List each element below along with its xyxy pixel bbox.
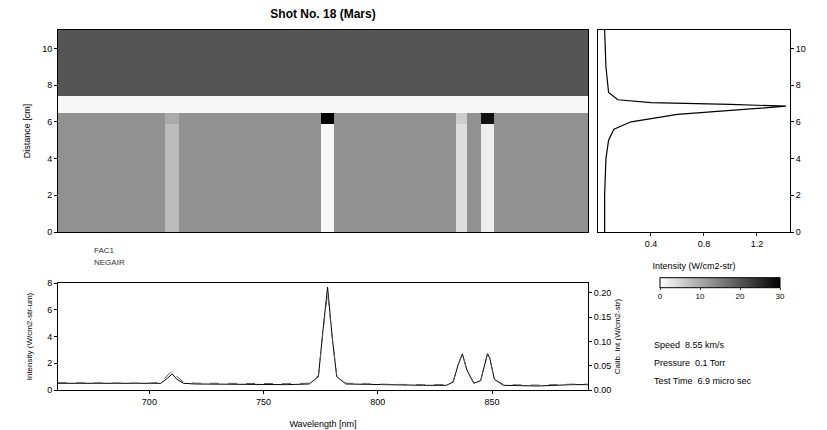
svg-text:8: 8 — [796, 80, 801, 90]
svg-text:0.10: 0.10 — [594, 337, 612, 347]
svg-text:0: 0 — [47, 385, 52, 395]
svg-text:850: 850 — [485, 397, 500, 407]
svg-text:750: 750 — [256, 397, 271, 407]
svg-text:10: 10 — [696, 292, 705, 301]
svg-text:10: 10 — [42, 44, 52, 54]
svg-text:6: 6 — [47, 305, 52, 315]
svg-text:8: 8 — [47, 80, 52, 90]
svg-text:Intensity (W/cm2-str): Intensity (W/cm2-str) — [652, 261, 735, 271]
svg-text:Test Time 6.9 micro sec: Test Time 6.9 micro sec — [654, 376, 752, 386]
svg-text:Pressure 0.1 Torr: Pressure 0.1 Torr — [654, 358, 725, 368]
svg-text:8: 8 — [47, 278, 52, 288]
svg-text:NEGAIR: NEGAIR — [94, 258, 125, 267]
svg-text:800: 800 — [370, 397, 385, 407]
svg-text:0: 0 — [47, 227, 52, 237]
svg-text:6: 6 — [47, 117, 52, 127]
svg-text:Distance [cm]: Distance [cm] — [22, 104, 32, 159]
svg-text:4: 4 — [47, 332, 52, 342]
svg-text:0.05: 0.05 — [594, 361, 612, 371]
svg-text:Speed 8.55 km/s: Speed 8.55 km/s — [654, 340, 725, 350]
svg-text:10: 10 — [796, 44, 806, 54]
svg-text:0.20: 0.20 — [594, 288, 612, 298]
svg-text:2: 2 — [47, 358, 52, 368]
svg-text:700: 700 — [142, 397, 157, 407]
svg-text:4: 4 — [796, 154, 801, 164]
svg-text:FAC1: FAC1 — [94, 246, 115, 255]
svg-text:4: 4 — [47, 154, 52, 164]
svg-text:0: 0 — [658, 292, 663, 301]
svg-text:0.4: 0.4 — [645, 239, 658, 249]
svg-text:Calib. Int (W/cm2-str): Calib. Int (W/cm2-str) — [613, 298, 622, 374]
svg-text:6: 6 — [796, 117, 801, 127]
svg-text:Shot No. 18 (Mars): Shot No. 18 (Mars) — [270, 7, 375, 21]
svg-text:30: 30 — [776, 292, 785, 301]
svg-text:20: 20 — [736, 292, 745, 301]
svg-text:0: 0 — [796, 227, 801, 237]
svg-text:2: 2 — [796, 190, 801, 200]
svg-text:0.8: 0.8 — [698, 239, 711, 249]
svg-text:1.2: 1.2 — [751, 239, 764, 249]
svg-text:Intensity (W/cm2-str-um): Intensity (W/cm2-str-um) — [25, 292, 34, 380]
svg-text:2: 2 — [47, 190, 52, 200]
svg-text:0.15: 0.15 — [594, 312, 612, 322]
svg-text:0.00: 0.00 — [594, 385, 612, 395]
svg-text:Wavelength [nm]: Wavelength [nm] — [289, 419, 356, 429]
